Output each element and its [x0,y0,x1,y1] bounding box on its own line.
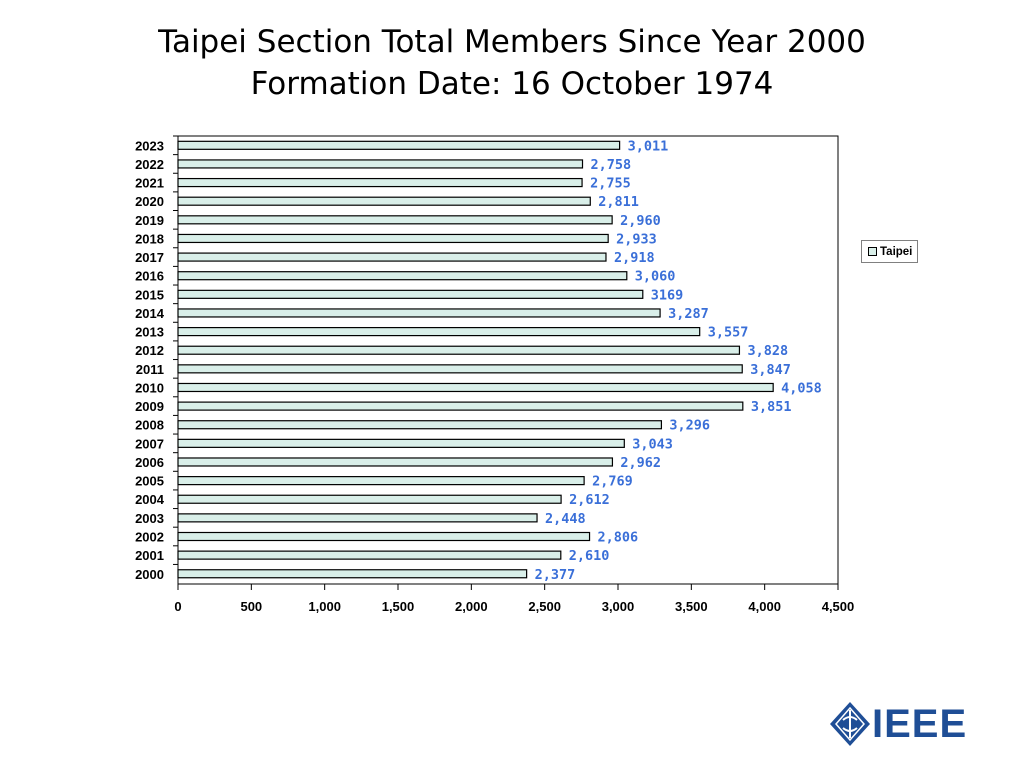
bar-2000 [177,569,528,579]
bar-2004 [177,494,562,504]
y-tick-label-2002: 2002 [135,529,164,544]
plot-area [177,135,839,585]
bar-2003 [177,513,538,523]
bar-2009 [177,401,744,411]
y-tick-label-2010: 2010 [135,380,164,395]
data-label-2003: 2,448 [545,511,586,527]
y-tick-label-2023: 2023 [135,138,164,153]
y-tick-label-2020: 2020 [135,194,164,209]
data-label-2005: 2,769 [592,474,633,490]
bar-2014 [177,308,661,318]
data-label-2006: 2,962 [620,455,661,471]
y-tick-label-2007: 2007 [135,436,164,451]
y-tick-label-2003: 2003 [135,511,164,526]
data-label-2017: 2,918 [614,250,655,266]
data-label-2018: 2,933 [616,231,657,247]
bar-2019 [177,215,613,225]
y-tick-label-2022: 2022 [135,157,164,172]
bar-2021 [177,177,583,188]
x-tick-label: 4,500 [822,599,855,614]
bar-2020 [177,196,591,206]
bar-2011 [177,364,743,374]
data-label-2016: 3,060 [635,269,676,285]
y-tick-label-2001: 2001 [135,548,164,563]
y-tick-label-2009: 2009 [135,399,164,414]
data-label-2010: 4,058 [781,380,822,396]
y-tick-label-2005: 2005 [135,474,164,489]
x-tick-label: 0 [174,599,181,614]
data-label-2008: 3,296 [669,418,710,434]
y-tick-label-2017: 2017 [135,250,164,265]
legend-swatch [868,247,877,256]
bar-2010 [177,382,774,393]
legend: Taipei [861,240,918,263]
chart-subtitle: Formation Date: 16 October 1974 [250,66,774,102]
y-tick-label-2019: 2019 [135,213,164,228]
ieee-logo-text: IEEE [872,702,968,746]
legend-label: Taipei [880,245,913,258]
x-tick-label: 1,500 [382,599,415,614]
data-label-2009: 3,851 [751,399,792,415]
data-label-2022: 2,758 [591,157,632,173]
data-label-2021: 2,755 [590,176,631,192]
data-label-2002: 2,806 [598,529,639,545]
data-label-2007: 3,043 [632,436,673,452]
x-tick-label: 4,000 [748,599,781,614]
bar-2007 [177,438,625,448]
data-label-2020: 2,811 [598,194,639,210]
y-tick-label-2006: 2006 [135,455,164,470]
y-tick-label-2014: 2014 [135,306,165,321]
y-tick-label-2018: 2018 [135,231,164,246]
y-tick-label-2012: 2012 [135,343,164,358]
data-label-2019: 2,960 [620,213,661,229]
bar-2008 [177,420,663,430]
data-label-2001: 2,610 [569,548,610,564]
chart-title: Taipei Section Total Members Since Year … [158,24,866,60]
y-tick-label-2011: 2011 [136,362,164,377]
y-tick-label-2013: 2013 [135,325,164,340]
y-tick-label-2021: 2021 [135,176,164,191]
data-label-2013: 3,557 [708,325,749,341]
ieee-diamond-icon [830,702,870,746]
bar-2015 [177,289,644,299]
y-tick-label-2016: 2016 [135,269,164,284]
x-tick-label: 1,000 [308,599,341,614]
data-label-2015: 3169 [651,287,684,303]
x-tick-label: 500 [240,599,262,614]
x-tick-label: 3,000 [602,599,635,614]
data-label-2014: 3,287 [668,306,709,322]
bar-2016 [177,271,628,281]
bar-2018 [177,233,609,244]
data-label-2023: 3,011 [628,138,669,154]
bar-2023 [177,140,621,150]
bar-2012 [177,345,741,355]
y-tick-label-2008: 2008 [135,418,164,433]
x-tick-label: 2,000 [455,599,488,614]
ieee-logo: IEEE [828,700,973,750]
data-label-2004: 2,612 [569,492,610,508]
y-tick-label-2015: 2015 [135,287,164,302]
bar-2005 [177,476,585,486]
bar-2017 [177,252,607,262]
data-label-2000: 2,377 [535,567,576,583]
bar-2006 [177,457,614,467]
x-tick-label: 3,500 [675,599,708,614]
bar-2022 [177,159,584,169]
data-label-2012: 3,828 [747,343,788,359]
y-tick-label-2004: 2004 [135,492,165,507]
data-label-2011: 3,847 [750,362,791,378]
y-tick-label-2000: 2000 [135,567,164,582]
x-tick-label: 2,500 [528,599,561,614]
bar-2002 [177,531,591,542]
bar-2013 [177,326,701,337]
bar-2001 [177,550,562,560]
